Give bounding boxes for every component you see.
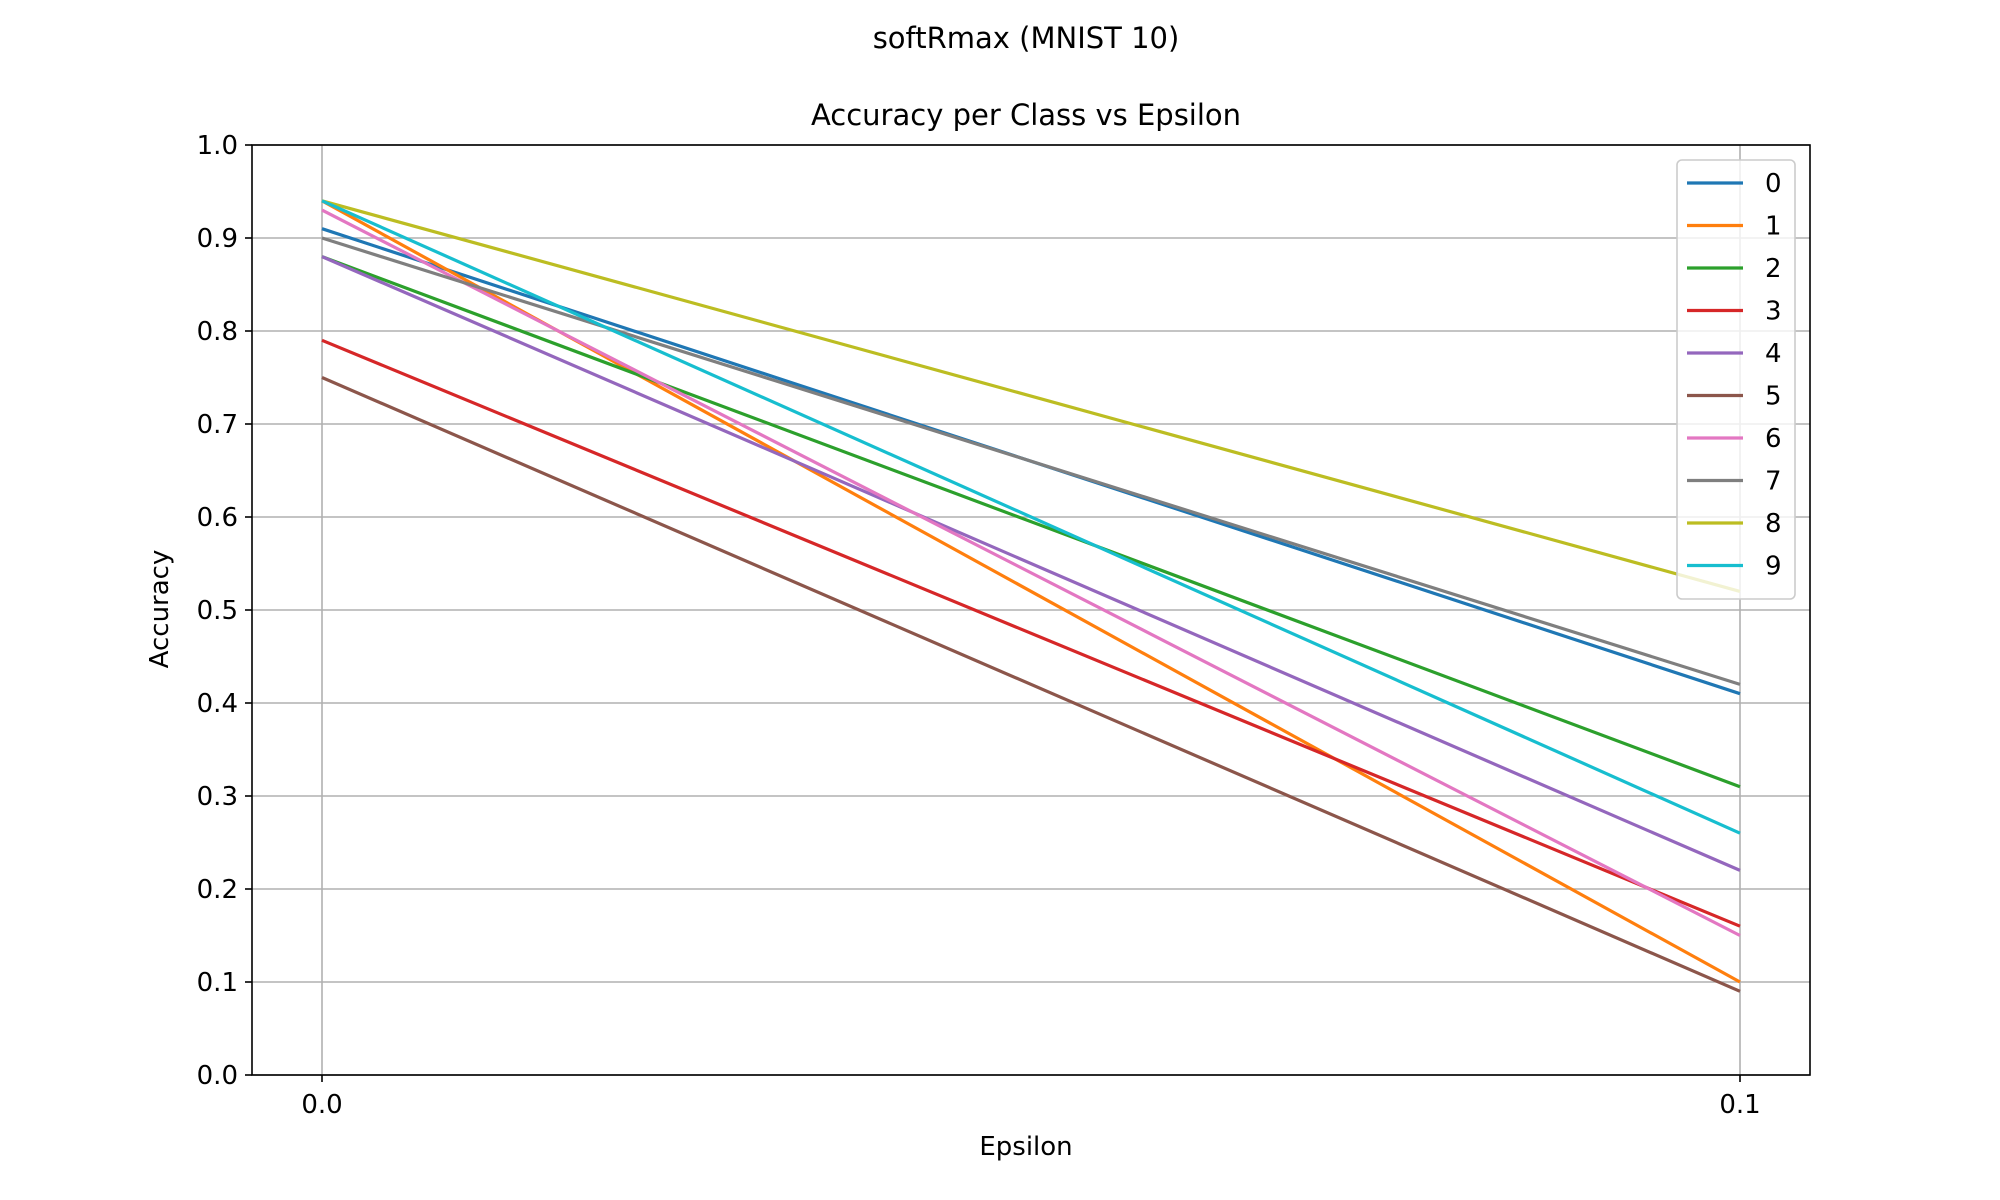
y-tick-label: 0.9 <box>197 224 238 254</box>
axis-ticks: 0.0 0.1 0.2 0.3 0.4 0.5 0.6 0.7 0.8 0.9 1.0 0.0 0.1 <box>197 131 1761 1120</box>
x-tick-label: 0.0 <box>301 1090 342 1120</box>
y-tick-label: 1.0 <box>197 131 238 161</box>
x-tick-label: 0.1 <box>1719 1090 1760 1120</box>
series-line-8 <box>321 199 1741 593</box>
x-axis-label: Epsilon <box>979 1132 1072 1162</box>
legend-label-7: 7 <box>1765 467 1782 497</box>
series-line-6 <box>321 208 1741 937</box>
y-tick-label: 0.6 <box>197 503 238 533</box>
y-axis-label: Accuracy <box>145 550 175 669</box>
legend-label-1: 1 <box>1765 212 1782 242</box>
series-line-7 <box>321 236 1741 686</box>
y-tick-label: 0.7 <box>197 410 238 440</box>
y-tick-label: 0.5 <box>197 596 238 626</box>
y-tick-label: 0.8 <box>197 317 238 347</box>
series-line-3 <box>321 338 1741 928</box>
series-line-4 <box>321 255 1741 872</box>
series-line-2 <box>321 255 1741 789</box>
chart-title: Accuracy per Class vs Epsilon <box>811 98 1241 132</box>
y-tick-label: 0.3 <box>197 782 238 812</box>
figure-suptitle: softRmax (MNIST 10) <box>873 21 1180 55</box>
y-tick-label: 0.4 <box>197 689 238 719</box>
legend-label-2: 2 <box>1765 254 1782 284</box>
series-line-5 <box>321 376 1741 993</box>
legend-label-0: 0 <box>1765 169 1782 199</box>
series-line-9 <box>321 199 1741 835</box>
y-tick-label: 0.2 <box>197 875 238 905</box>
legend-label-5: 5 <box>1765 382 1782 412</box>
legend-label-3: 3 <box>1765 297 1782 327</box>
legend-label-9: 9 <box>1765 552 1782 582</box>
legend: 0 1 2 3 4 5 6 7 8 9 <box>1676 159 1796 600</box>
legend-box <box>1676 159 1796 600</box>
legend-label-8: 8 <box>1765 509 1782 539</box>
series-lines <box>321 199 1741 993</box>
legend-label-6: 6 <box>1765 424 1782 454</box>
legend-label-4: 4 <box>1765 339 1782 369</box>
y-tick-label: 0.1 <box>197 968 238 998</box>
y-tick-label: 0.0 <box>197 1061 238 1091</box>
